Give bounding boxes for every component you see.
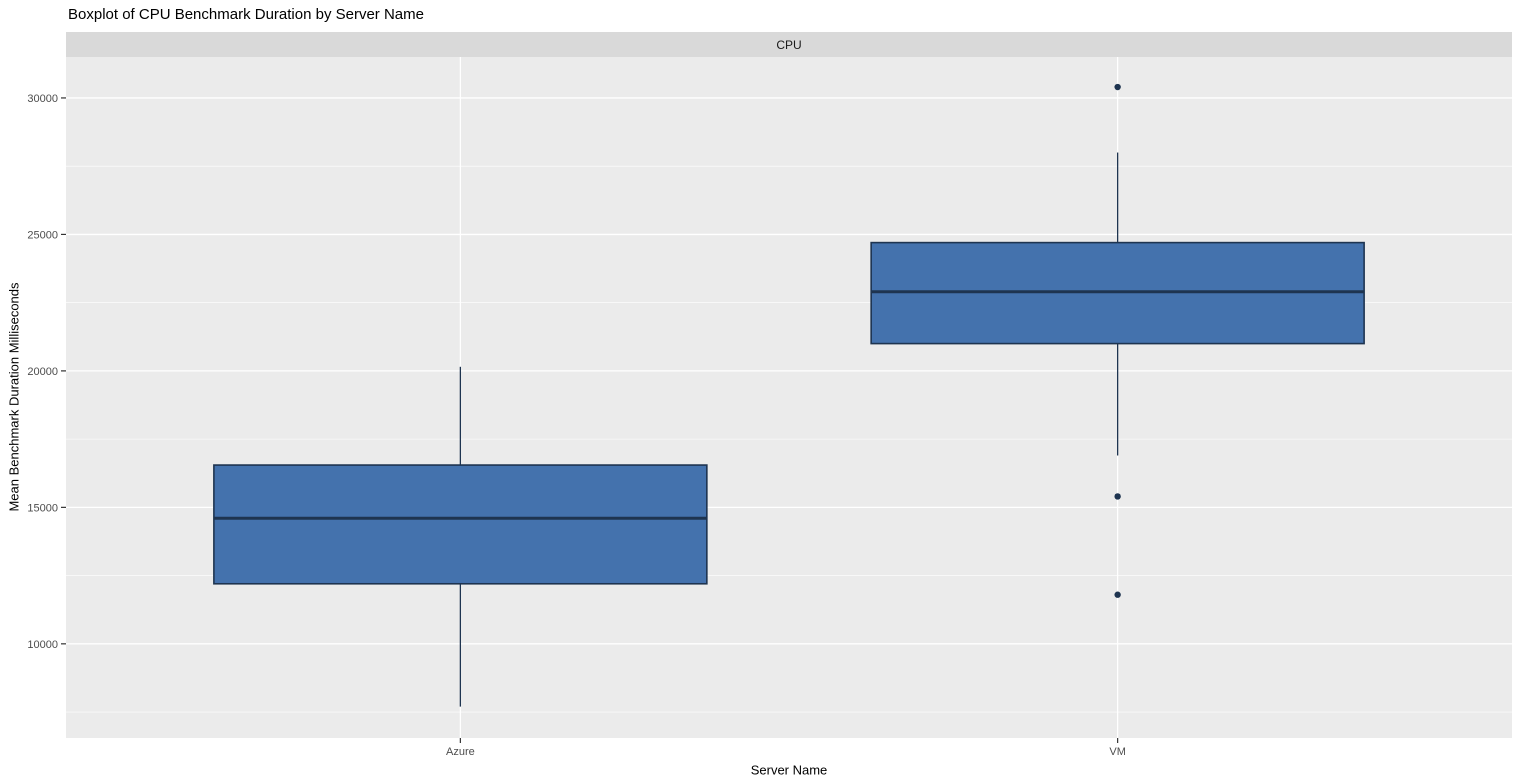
outlier-point-vm	[1114, 591, 1121, 598]
facet-strip: CPU	[66, 32, 1512, 57]
y-axis-title: Mean Benchmark Duration Milliseconds	[6, 282, 22, 512]
x-tick-label: VM	[1109, 746, 1126, 758]
plot-title: Boxplot of CPU Benchmark Duration by Ser…	[68, 6, 424, 23]
x-tick-label: Azure	[446, 746, 475, 758]
outlier-point-vm	[1114, 493, 1121, 500]
outlier-point-vm	[1114, 83, 1121, 91]
y-tick-label: 30000	[27, 93, 58, 105]
box-azure	[213, 464, 708, 585]
facet-strip-label: CPU	[776, 37, 802, 52]
x-axis-title: Server Name	[750, 762, 828, 778]
panel-background	[66, 57, 1512, 738]
y-tick-label: 15000	[27, 502, 58, 514]
y-tick-label: 25000	[27, 229, 58, 241]
y-tick-label: 10000	[27, 639, 58, 651]
y-tick-label: 20000	[27, 366, 58, 378]
